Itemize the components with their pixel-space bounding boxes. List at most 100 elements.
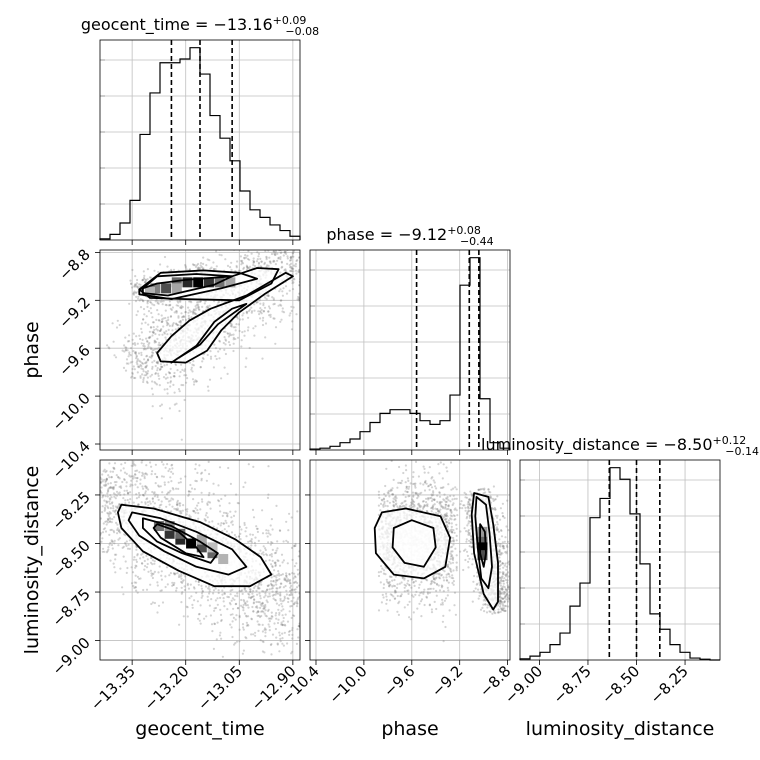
- sample-point: [241, 592, 244, 596]
- sample-point: [224, 338, 227, 341]
- sample-point: [273, 598, 277, 601]
- sample-point: [191, 606, 194, 609]
- sample-point: [142, 307, 146, 311]
- sample-point: [149, 346, 152, 349]
- sample-point: [180, 601, 183, 604]
- sample-point: [312, 615, 314, 617]
- sample-point: [100, 532, 103, 535]
- sample-point: [126, 492, 129, 495]
- sample-point: [405, 469, 408, 472]
- sample-point: [269, 262, 272, 265]
- sample-point: [231, 613, 234, 616]
- sample-point: [116, 506, 119, 509]
- sample-point: [101, 505, 104, 508]
- sample-point: [161, 320, 164, 323]
- sample-point: [101, 510, 104, 514]
- sample-point: [236, 260, 239, 263]
- sample-point: [145, 372, 148, 375]
- sample-point: [426, 510, 429, 513]
- sample-point: [103, 550, 106, 553]
- sample-point: [151, 349, 154, 352]
- sample-point: [251, 242, 253, 244]
- sample-point: [280, 260, 283, 263]
- sample-point: [216, 603, 219, 606]
- sample-point: [132, 365, 135, 368]
- sample-point: [212, 366, 215, 369]
- sample-point: [269, 315, 272, 318]
- sample-point: [261, 509, 264, 512]
- sample-point: [452, 583, 455, 586]
- sample-point: [163, 481, 166, 484]
- sample-point: [223, 366, 226, 369]
- sample-point: [422, 465, 425, 468]
- sample-point: [279, 235, 281, 237]
- sample-point: [90, 520, 92, 522]
- sample-point: [248, 240, 250, 242]
- sample-point: [177, 315, 180, 318]
- sample-point: [305, 243, 307, 245]
- density-cell-geocent_time-phase-7: [225, 277, 236, 288]
- sample-point: [112, 466, 115, 469]
- sample-point: [219, 631, 222, 634]
- sample-point: [133, 342, 136, 345]
- sample-point: [281, 623, 284, 626]
- sample-point: [226, 332, 229, 335]
- sample-point: [279, 640, 282, 643]
- sample-point: [403, 590, 406, 593]
- sample-point: [206, 305, 209, 308]
- sample-point: [103, 506, 106, 509]
- sample-point: [243, 330, 246, 333]
- sample-point: [234, 642, 237, 645]
- sample-point: [297, 270, 300, 273]
- sample-point: [275, 612, 278, 615]
- sample-point: [252, 263, 255, 267]
- sample-point: [289, 312, 292, 315]
- sample-point: [287, 529, 290, 532]
- sample-point: [230, 268, 233, 271]
- sample-point: [72, 490, 74, 492]
- sample-point: [267, 294, 270, 297]
- sample-point: [294, 580, 297, 583]
- sample-point: [107, 548, 110, 551]
- sample-point: [319, 284, 321, 286]
- sample-point: [276, 642, 279, 645]
- sample-point: [235, 323, 238, 326]
- sample-point: [179, 481, 182, 484]
- sample-point: [79, 518, 81, 520]
- sample-point: [152, 331, 155, 334]
- sample-point: [191, 310, 194, 313]
- sample-point: [263, 245, 265, 247]
- sample-point: [191, 603, 194, 607]
- sample-point: [116, 506, 120, 509]
- sample-point: [267, 310, 270, 313]
- sample-point: [276, 252, 279, 255]
- sample-point: [90, 493, 92, 495]
- sample-point: [101, 494, 105, 497]
- sample-point: [294, 544, 297, 548]
- sample-point: [267, 294, 270, 297]
- sample-point: [84, 482, 86, 484]
- sample-point: [284, 250, 287, 253]
- sample-point: [262, 304, 265, 307]
- sample-point: [269, 533, 272, 536]
- sample-point: [151, 380, 154, 383]
- sample-point: [183, 436, 185, 438]
- sample-point: [180, 572, 183, 575]
- sample-point: [217, 499, 220, 502]
- sample-point: [290, 593, 293, 596]
- sample-point: [239, 269, 242, 273]
- sample-point: [271, 528, 274, 531]
- sample-point: [201, 356, 204, 360]
- sample-point: [93, 456, 95, 458]
- sample-point: [143, 374, 146, 377]
- sample-point: [444, 500, 447, 503]
- sample-point: [196, 301, 199, 304]
- sample-point: [180, 574, 183, 577]
- sample-point: [173, 581, 176, 585]
- sample-point: [290, 262, 293, 265]
- sample-point: [255, 600, 258, 604]
- sample-point: [274, 564, 277, 568]
- sample-point: [123, 350, 126, 353]
- sample-point: [144, 490, 147, 493]
- sample-point: [131, 371, 134, 374]
